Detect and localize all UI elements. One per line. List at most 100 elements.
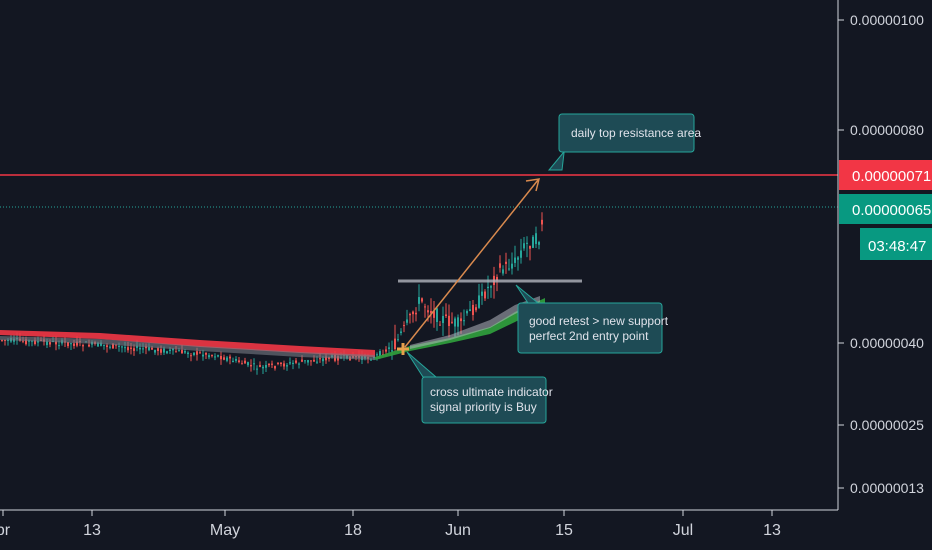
- candle-body: [466, 310, 468, 314]
- candle-body: [484, 291, 486, 299]
- candle-body: [118, 345, 120, 347]
- candle-body: [289, 362, 291, 364]
- candle-body: [34, 340, 36, 345]
- candle-body: [232, 360, 234, 363]
- time-tick-label: pr: [0, 522, 11, 539]
- candle-body: [436, 308, 438, 323]
- candle-body: [130, 347, 132, 349]
- candle-body: [430, 310, 432, 314]
- candle-body: [538, 242, 540, 245]
- current-price-tag: 0.00000065: [839, 194, 932, 224]
- candle-body: [250, 364, 252, 367]
- candle-body: [499, 263, 501, 268]
- candle-body: [178, 350, 180, 352]
- candle-body: [454, 318, 456, 327]
- candle-body: [175, 351, 177, 353]
- candle-body: [406, 319, 408, 323]
- candle-body: [403, 325, 405, 327]
- candle-body: [511, 263, 513, 269]
- candle-body: [196, 351, 198, 355]
- candle-body: [151, 347, 153, 350]
- candle-body: [496, 276, 498, 281]
- candle-body: [487, 286, 489, 289]
- candle-body: [211, 355, 213, 357]
- candle-body: [97, 342, 99, 347]
- callout-retest[interactable]: good retest > new support perfect 2nd en…: [515, 284, 669, 354]
- candle-body: [22, 340, 24, 342]
- candle-body: [376, 354, 378, 356]
- candle-body: [187, 352, 189, 355]
- candle-body: [271, 363, 273, 365]
- candle-body: [136, 345, 138, 348]
- candle-body: [190, 355, 192, 357]
- candle-body: [304, 360, 306, 362]
- candle-body: [532, 236, 534, 248]
- candle-body: [103, 344, 105, 346]
- callout-resistance[interactable]: daily top resistance area: [547, 113, 701, 171]
- candle-body: [385, 349, 387, 352]
- bearish-ribbon-fill: [0, 336, 375, 360]
- candle-body: [310, 360, 312, 362]
- candle-body: [394, 338, 396, 350]
- candle-body: [199, 352, 201, 354]
- candle-body: [214, 356, 216, 358]
- candle-body: [163, 348, 165, 353]
- candle-body: [133, 348, 135, 351]
- candle-body: [457, 317, 459, 327]
- candle-body: [478, 295, 480, 308]
- candle-body: [451, 321, 453, 323]
- candle-body: [316, 361, 318, 363]
- candle-body: [37, 341, 39, 343]
- candle-body: [7, 339, 9, 341]
- candle-body: [313, 359, 315, 362]
- candle-body: [241, 363, 243, 365]
- candle-body: [424, 306, 426, 308]
- price-tick-label: 0.00000040: [850, 335, 924, 351]
- candle-body: [412, 311, 414, 315]
- candle-body: [505, 261, 507, 264]
- candle-body: [508, 268, 510, 270]
- candle-body: [46, 341, 48, 346]
- candle-body: [259, 365, 261, 367]
- candle-body: [502, 269, 504, 274]
- candle-body: [169, 349, 171, 351]
- callout-cross-line2: signal priority is Buy: [430, 400, 537, 414]
- price-tick-label: 0.00000080: [850, 122, 924, 138]
- candle-body: [280, 362, 282, 364]
- candle-body: [76, 341, 78, 346]
- candle-body: [253, 363, 255, 365]
- candle-body: [121, 346, 123, 348]
- candle-body: [157, 348, 159, 351]
- candle-body: [49, 342, 51, 345]
- price-axis-ticks: 0.00000100 0.00000080 0.00000040 0.00000025…: [838, 12, 924, 496]
- candle-body: [238, 360, 240, 363]
- candle-body: [397, 339, 399, 341]
- candle-body: [223, 357, 225, 360]
- candle-body: [205, 352, 207, 355]
- candle-body: [439, 324, 441, 326]
- candle-body: [520, 250, 522, 258]
- callout-retest-line2: perfect 2nd entry point: [529, 329, 649, 343]
- candle-body: [226, 357, 228, 361]
- candle-body: [475, 307, 477, 311]
- candle-body: [400, 331, 402, 334]
- price-tick-label: 0.00000100: [850, 12, 924, 28]
- candle-body: [490, 286, 492, 288]
- time-tick-label: Jun: [445, 522, 471, 539]
- callout-cross[interactable]: cross ultimate indicator signal priority…: [406, 351, 553, 424]
- countdown-tag: 03:48:47: [860, 228, 932, 260]
- candle-body: [1, 340, 3, 342]
- candle-body: [463, 320, 465, 322]
- candle-body: [172, 348, 174, 351]
- candle-body: [208, 355, 210, 358]
- candle-body: [139, 347, 141, 350]
- candle-body: [70, 343, 72, 345]
- price-tick-label: 0.00000025: [850, 417, 924, 433]
- candle-body: [460, 318, 462, 322]
- time-tick-label: 18: [344, 522, 362, 539]
- candle-body: [247, 362, 249, 366]
- callout-resistance-text: daily top resistance area: [571, 126, 701, 140]
- candle-body: [244, 360, 246, 364]
